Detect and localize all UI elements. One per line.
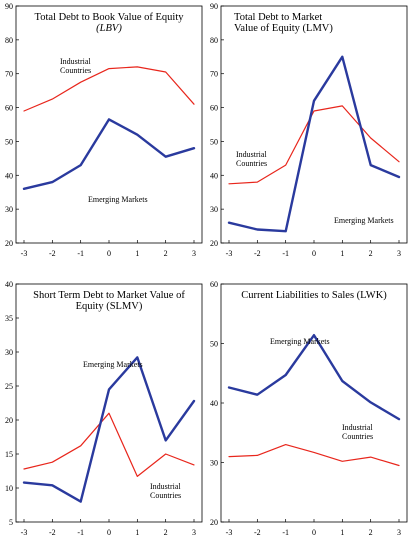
x-tick-label: 2 bbox=[369, 528, 373, 537]
x-tick-label: -1 bbox=[77, 249, 84, 258]
series-line-industrial-countries bbox=[23, 66, 195, 112]
x-tick-label: -1 bbox=[282, 528, 289, 537]
y-tick-label: 80 bbox=[210, 36, 218, 45]
series-label: Emerging Markets bbox=[270, 337, 330, 346]
series-label: Emerging Markets bbox=[83, 360, 143, 369]
y-tick-label: 90 bbox=[5, 2, 13, 11]
series-label: Countries bbox=[236, 159, 267, 168]
y-tick-label: 20 bbox=[210, 239, 218, 248]
x-tick-label: -1 bbox=[77, 528, 84, 537]
series-label: Industrial bbox=[236, 150, 267, 159]
x-tick-label: 2 bbox=[164, 249, 168, 258]
plot-frame bbox=[220, 283, 408, 523]
x-tick-label: 1 bbox=[135, 528, 139, 537]
y-tick-label: 35 bbox=[5, 314, 13, 323]
x-tick-label: 0 bbox=[312, 249, 316, 258]
x-tick-label: -2 bbox=[49, 249, 56, 258]
y-tick-label: 50 bbox=[5, 137, 13, 146]
x-tick-label: 1 bbox=[340, 528, 344, 537]
x-tick-label: 3 bbox=[192, 528, 196, 537]
x-tick-label: -3 bbox=[226, 249, 233, 258]
series-line-industrial-countries bbox=[228, 444, 400, 467]
plot-frame bbox=[220, 5, 408, 244]
chart-panel-3: 5 10 15 20 25 30 35 40 -3 -2 -1 0 1 2 3 Short Term Debt… bbox=[5, 280, 203, 537]
x-tick-label: 3 bbox=[397, 249, 401, 258]
chart-title-line2: Equity (SLMV) bbox=[76, 301, 143, 312]
chart-title-line2: (LBV) bbox=[96, 23, 122, 34]
y-tick-label: 70 bbox=[5, 70, 13, 79]
x-tick-label: 3 bbox=[397, 528, 401, 537]
series-line-emerging-markets bbox=[22, 356, 196, 503]
chart-title: Total Debt to Book Value of Equity bbox=[35, 12, 185, 23]
y-tick-label: 60 bbox=[5, 104, 13, 113]
y-tick-label: 20 bbox=[5, 239, 13, 248]
y-tick-label: 30 bbox=[5, 205, 13, 214]
x-tick-label: 1 bbox=[135, 249, 139, 258]
chart-panel-1: 20 30 40 50 60 70 80 90 -3 -2 -1 0 1 2 3 Total Debt to … bbox=[5, 2, 203, 258]
chart-panel-2: 20 30 40 50 60 70 80 90 -3 -2 -1 0 1 2 3 Total Debt to … bbox=[210, 2, 408, 258]
y-tick-label: 20 bbox=[210, 518, 218, 527]
y-tick-label: 15 bbox=[5, 450, 13, 459]
y-tick-label: 30 bbox=[5, 348, 13, 357]
series-label: Countries bbox=[150, 491, 181, 500]
series-line-emerging-markets bbox=[22, 118, 196, 191]
series-label: Industrial bbox=[60, 57, 91, 66]
plot-frame bbox=[15, 5, 203, 244]
x-tick-label: 3 bbox=[192, 249, 196, 258]
x-tick-label: -3 bbox=[226, 528, 233, 537]
y-tick-label: 50 bbox=[210, 137, 218, 146]
chart-panel-4: 20 30 40 50 60 -3 -2 -1 0 1 2 3 Current Liabilities … bbox=[210, 280, 408, 537]
series-label: Industrial bbox=[342, 423, 373, 432]
x-tick-label: 1 bbox=[340, 249, 344, 258]
series-label: Emerging Markets bbox=[88, 195, 148, 204]
y-tick-label: 5 bbox=[9, 518, 13, 527]
y-tick-label: 50 bbox=[210, 340, 218, 349]
series-label: Emerging Markets bbox=[334, 216, 394, 225]
x-tick-label: -3 bbox=[21, 249, 28, 258]
series-line-emerging-markets bbox=[227, 55, 401, 233]
y-tick-label: 40 bbox=[210, 399, 218, 408]
x-tick-label: -1 bbox=[282, 249, 289, 258]
y-tick-label: 20 bbox=[5, 416, 13, 425]
y-tick-label: 90 bbox=[210, 2, 218, 11]
series-label: Industrial bbox=[150, 482, 181, 491]
chart-title: Current Liabilities to Sales (LWK) bbox=[241, 290, 387, 301]
x-tick-label: 0 bbox=[312, 528, 316, 537]
y-tick-label: 40 bbox=[5, 171, 13, 180]
y-tick-label: 40 bbox=[210, 171, 218, 180]
series-line-industrial-countries bbox=[228, 105, 400, 185]
series-line-industrial-countries bbox=[23, 412, 195, 477]
y-tick-label: 10 bbox=[5, 484, 13, 493]
x-tick-label: -2 bbox=[49, 528, 56, 537]
series-label: Countries bbox=[60, 66, 91, 75]
y-tick-label: 80 bbox=[5, 36, 13, 45]
y-tick-label: 70 bbox=[210, 70, 218, 79]
x-tick-label: -3 bbox=[21, 528, 28, 537]
x-tick-label: 0 bbox=[107, 528, 111, 537]
y-tick-label: 40 bbox=[5, 280, 13, 289]
y-tick-label: 60 bbox=[210, 280, 218, 289]
chart-title: Total Debt to Market bbox=[234, 12, 322, 23]
x-tick-label: 0 bbox=[107, 249, 111, 258]
x-tick-label: 2 bbox=[369, 249, 373, 258]
y-tick-label: 30 bbox=[210, 205, 218, 214]
chart-title-line2: Value of Equity (LMV) bbox=[234, 23, 333, 34]
y-tick-label: 30 bbox=[210, 459, 218, 468]
y-tick-label: 25 bbox=[5, 382, 13, 391]
series-label: Countries bbox=[342, 432, 373, 441]
x-tick-label: 2 bbox=[164, 528, 168, 537]
x-tick-label: -2 bbox=[254, 528, 261, 537]
series-line-emerging-markets bbox=[227, 334, 401, 421]
y-tick-label: 60 bbox=[210, 104, 218, 113]
x-tick-label: -2 bbox=[254, 249, 261, 258]
chart-title: Short Term Debt to Market Value of bbox=[33, 290, 185, 301]
